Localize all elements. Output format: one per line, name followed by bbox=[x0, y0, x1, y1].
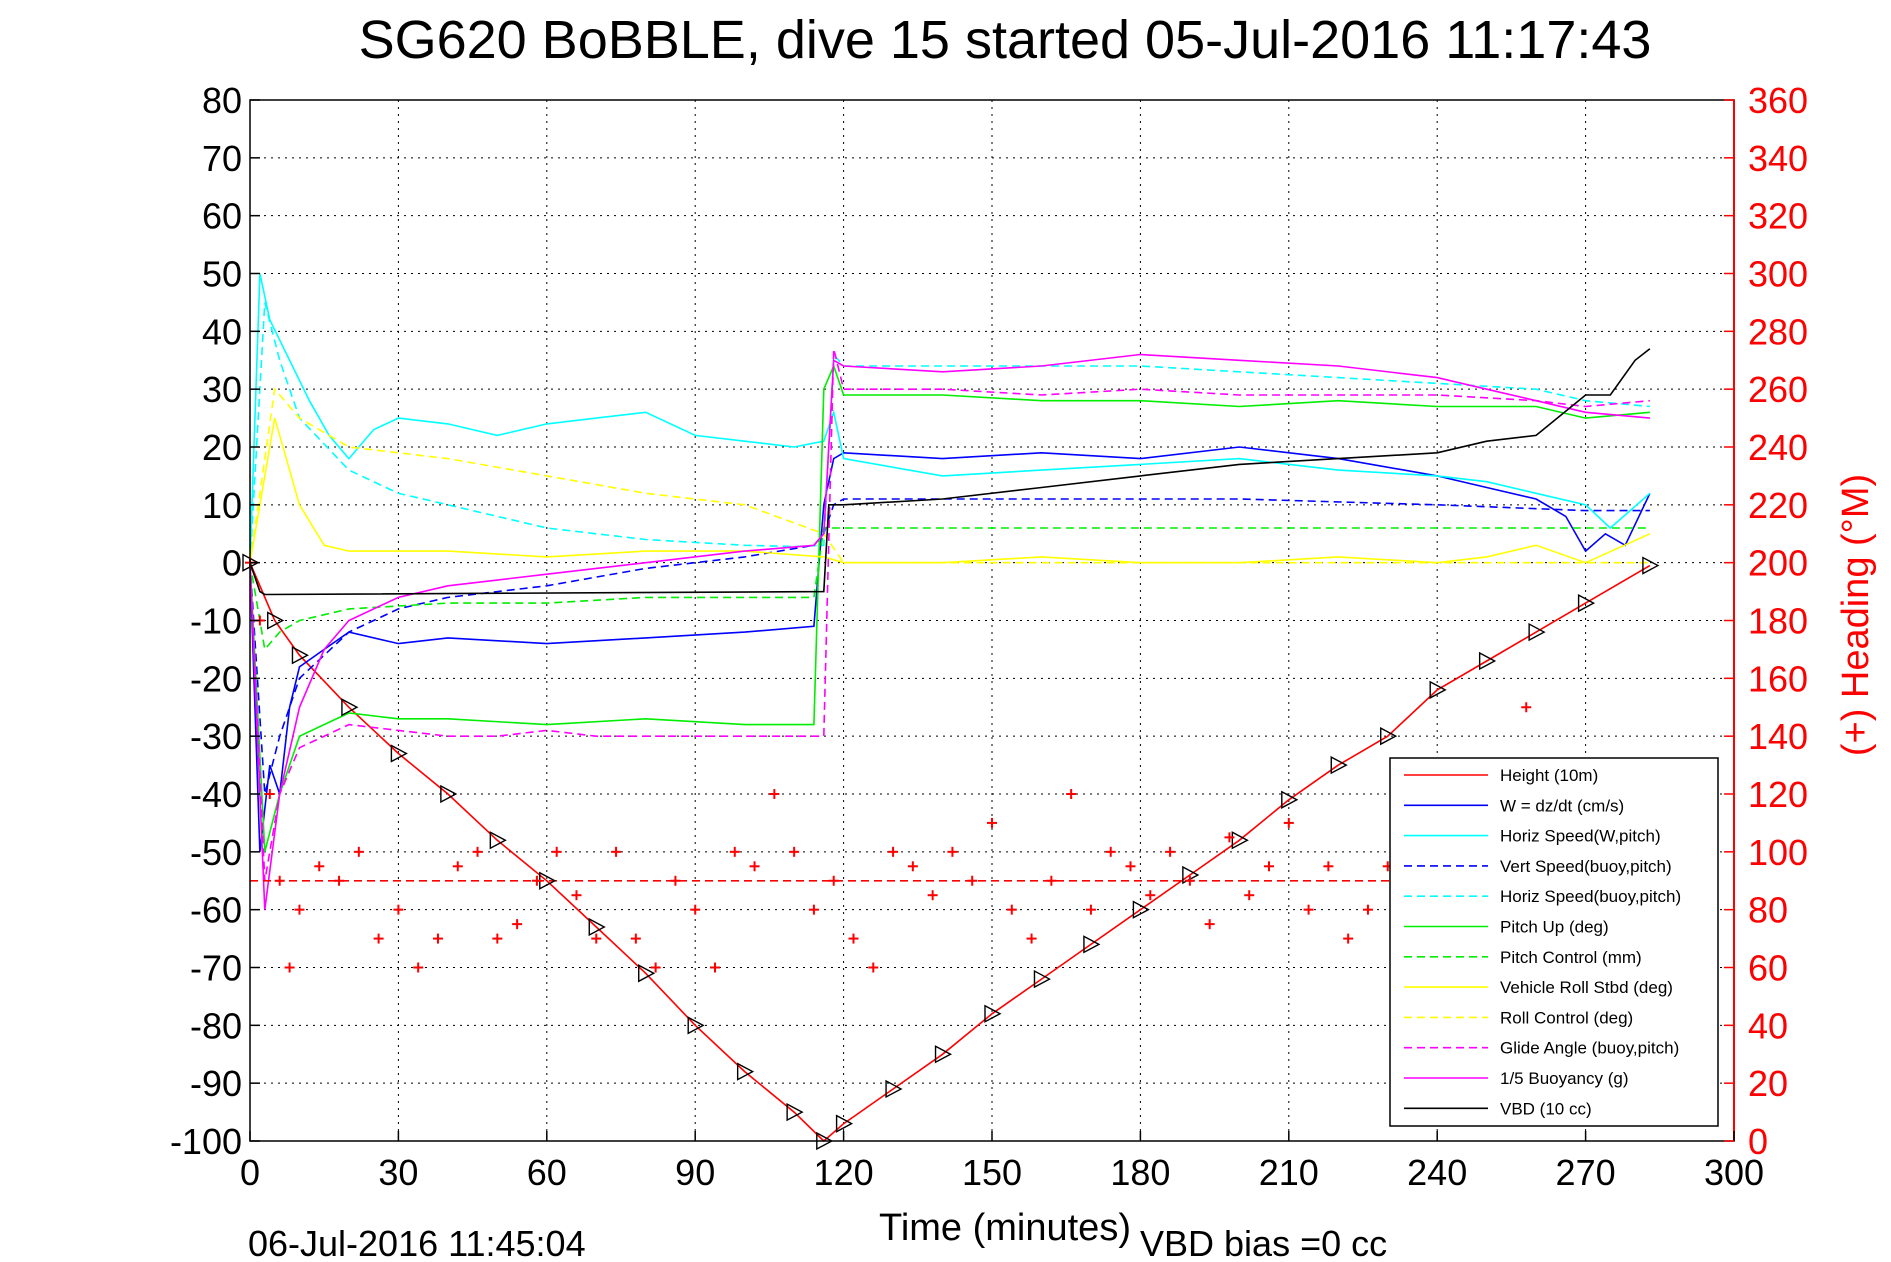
y-tick-label: 0 bbox=[222, 543, 242, 584]
legend-label: Roll Control (deg) bbox=[1500, 1008, 1633, 1027]
y-tick-label: -40 bbox=[190, 774, 242, 815]
footer-timestamp: 06-Jul-2016 11:45:04 bbox=[248, 1223, 586, 1262]
y-tick-label: -100 bbox=[170, 1121, 242, 1162]
legend-label: Horiz Speed(buoy,pitch) bbox=[1500, 887, 1681, 906]
right-tick-label: 20 bbox=[1748, 1063, 1788, 1104]
x-tick-label: 120 bbox=[814, 1152, 874, 1193]
y-tick-label: -30 bbox=[190, 716, 242, 757]
y-tick-label: 40 bbox=[202, 311, 242, 352]
y-tick-label: 10 bbox=[202, 485, 242, 526]
y-tick-label: -20 bbox=[190, 658, 242, 699]
right-tick-label: 40 bbox=[1748, 1005, 1788, 1046]
x-tick-label: 180 bbox=[1110, 1152, 1170, 1193]
x-tick-label: 150 bbox=[962, 1152, 1022, 1193]
y-tick-label: 50 bbox=[202, 254, 242, 295]
x-tick-label: 210 bbox=[1259, 1152, 1319, 1193]
y-tick-label: 80 bbox=[202, 80, 242, 121]
x-tick-label: 90 bbox=[675, 1152, 715, 1193]
right-tick-label: 200 bbox=[1748, 543, 1808, 584]
legend-label: Horiz Speed(W,pitch) bbox=[1500, 827, 1661, 846]
legend-label: VBD (10 cc) bbox=[1500, 1099, 1592, 1118]
legend-label: Vert Speed(buoy,pitch) bbox=[1500, 857, 1672, 876]
right-tick-label: 340 bbox=[1748, 138, 1808, 179]
x-axis-title: Time (minutes) bbox=[879, 1207, 1131, 1249]
x-tick-label: 240 bbox=[1407, 1152, 1467, 1193]
x-tick-label: 60 bbox=[527, 1152, 567, 1193]
right-tick-label: 240 bbox=[1748, 427, 1808, 468]
x-tick-label: 0 bbox=[240, 1152, 260, 1193]
right-tick-label: 260 bbox=[1748, 369, 1808, 410]
right-tick-label: 180 bbox=[1748, 601, 1808, 642]
right-tick-label: 0 bbox=[1748, 1121, 1768, 1162]
x-tick-label: 30 bbox=[378, 1152, 418, 1193]
legend-label: Height (10m) bbox=[1500, 766, 1598, 785]
legend-label: Glide Angle (buoy,pitch) bbox=[1500, 1039, 1679, 1058]
right-tick-label: 60 bbox=[1748, 948, 1788, 989]
y-tick-label: -70 bbox=[190, 948, 242, 989]
right-tick-label: 280 bbox=[1748, 311, 1808, 352]
right-tick-label: 300 bbox=[1748, 254, 1808, 295]
right-tick-label: 220 bbox=[1748, 485, 1808, 526]
vbd-bias-label: VBD bias =0 cc bbox=[1140, 1223, 1387, 1262]
chart-title: SG620 BoBBLE, dive 15 started 05-Jul-201… bbox=[359, 10, 1652, 70]
y-tick-label: -50 bbox=[190, 832, 242, 873]
right-tick-label: 160 bbox=[1748, 658, 1808, 699]
legend-label: W = dz/dt (cm/s) bbox=[1500, 796, 1624, 815]
y-tick-label: 70 bbox=[202, 138, 242, 179]
x-tick-label: 270 bbox=[1556, 1152, 1616, 1193]
right-tick-label: 100 bbox=[1748, 832, 1808, 873]
right-tick-label: 320 bbox=[1748, 196, 1808, 237]
legend: Height (10m) W = dz/dt (cm/s) Horiz Speed(… bbox=[1390, 758, 1718, 1126]
right-tick-label: 120 bbox=[1748, 774, 1808, 815]
y-tick-label: 30 bbox=[202, 369, 242, 410]
legend-label: Vehicle Roll Stbd (deg) bbox=[1500, 978, 1673, 997]
y-tick-label: -10 bbox=[190, 601, 242, 642]
legend-label: Pitch Control (mm) bbox=[1500, 948, 1642, 967]
y-tick-label: 20 bbox=[202, 427, 242, 468]
right-tick-label: 360 bbox=[1748, 80, 1808, 121]
right-axis-title: (+) Heading (°M) bbox=[1835, 474, 1877, 756]
y-tick-label: -60 bbox=[190, 890, 242, 931]
right-tick-label: 140 bbox=[1748, 716, 1808, 757]
legend-label: 1/5 Buoyancy (g) bbox=[1500, 1069, 1629, 1088]
right-tick-label: 80 bbox=[1748, 890, 1788, 931]
y-tick-label: -90 bbox=[190, 1063, 242, 1104]
y-tick-label: -80 bbox=[190, 1005, 242, 1046]
legend-label: Pitch Up (deg) bbox=[1500, 918, 1609, 937]
y-tick-label: 60 bbox=[202, 196, 242, 237]
